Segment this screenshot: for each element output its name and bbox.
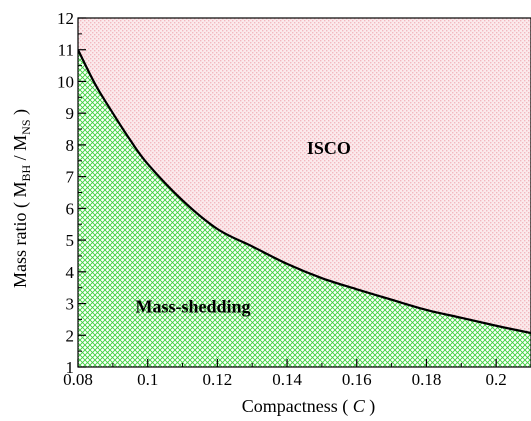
y-tick-label: 6 [66,199,75,218]
axis-tick-labels: 0.08 0.1 0.12 0.14 0.16 0.18 0.212345678910111… [57,9,507,389]
x-tick-label: 0.08 [63,370,93,389]
y-tick-label: 10 [57,72,74,91]
y-tick-label: 5 [66,231,75,250]
y-tick-label: 12 [57,9,74,28]
x-tick-label: 0.18 [412,370,442,389]
isco-region [78,18,531,334]
x-tick-label: 0.16 [342,370,372,389]
region-label-mass-shedding: Mass-shedding [135,297,250,317]
x-tick-label: 0.2 [486,370,507,389]
x-axis-title: Compactness ( C ) [242,396,376,417]
y-tick-label: 4 [66,263,75,282]
y-tick-label: 9 [66,104,75,123]
y-tick-label: 3 [66,295,75,314]
y-tick-label: 2 [66,326,75,345]
plot-area [78,18,531,367]
x-tick-label: 0.1 [137,370,158,389]
boundary-curve [78,49,531,335]
x-tick-label: 0.14 [272,370,302,389]
y-tick-label: 8 [66,136,75,155]
y-tick-label: 7 [66,168,75,187]
x-tick-label: 0.12 [203,370,233,389]
y-tick-label: 1 [66,358,75,377]
axis-ticks [77,17,497,368]
region-label-isco: ISCO [307,138,351,158]
y-tick-label: 11 [58,41,74,60]
y-axis-title: Mass ratio ( MBH / MNS ) [10,109,33,288]
mass-shedding-region [78,49,531,367]
